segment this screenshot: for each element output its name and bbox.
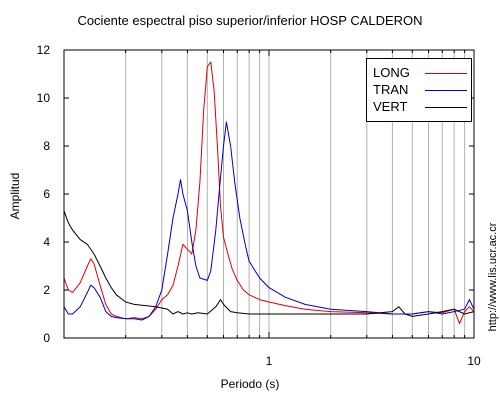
x-axis-label: Periodo (s) [220,377,280,391]
axis-ticks: 0 2 4 6 8 10 12 1 10 [37,43,481,368]
legend-item-vert: VERT [373,99,469,117]
x-tick-label: 10 [467,354,481,368]
legend-item-tran: TRAN [373,82,469,100]
legend-label-tran: TRAN [373,82,409,97]
y-axis-label: Amplitud [8,172,22,220]
series-lines [63,61,475,325]
x-tick-label: 1 [266,354,273,368]
legend-label-long: LONG [373,65,410,80]
series-line-long [63,61,475,325]
y-tick-label: 0 [43,331,50,345]
legend-swatch-vert [425,107,467,108]
legend-swatch-long [425,73,467,74]
y-tick-label: 10 [37,91,51,105]
source-credit: http://www.lis.ucr.ac.cr [487,222,499,332]
chart-title: Cociente espectral piso superior/inferio… [77,13,423,28]
legend-label-vert: VERT [373,99,408,114]
series-line-vert [63,210,475,317]
y-tick-label: 4 [43,235,50,249]
y-tick-label: 6 [43,187,50,201]
y-tick-label: 12 [37,43,51,57]
y-tick-label: 8 [43,139,50,153]
series-line-tran [63,121,475,321]
y-tick-label: 2 [43,283,50,297]
legend-item-long: LONG [373,65,469,83]
legend-swatch-tran [425,90,467,91]
legend: LONG TRAN VERT [366,58,472,122]
